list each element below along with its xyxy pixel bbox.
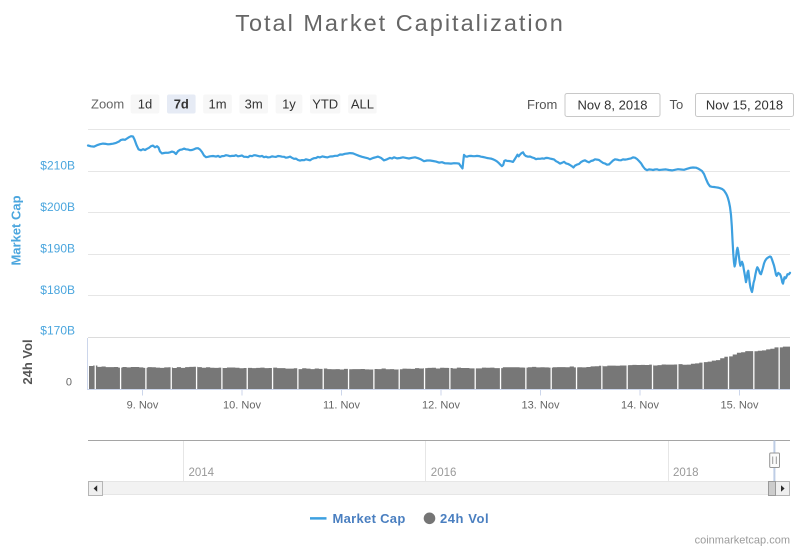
svg-text:1m: 1m: [208, 97, 226, 112]
svg-text:Total Market Capitalization: Total Market Capitalization: [235, 10, 565, 36]
svg-text:10. Nov: 10. Nov: [223, 400, 261, 412]
svg-text:ALL: ALL: [351, 97, 374, 112]
svg-text:3m: 3m: [245, 97, 263, 112]
svg-text:$190B: $190B: [40, 241, 75, 255]
svg-text:$170B: $170B: [40, 323, 75, 337]
svg-text:15. Nov: 15. Nov: [721, 400, 759, 412]
svg-text:2016: 2016: [431, 467, 457, 479]
svg-text:11. Nov: 11. Nov: [323, 400, 361, 412]
svg-text:0: 0: [66, 377, 72, 389]
svg-text:24h Vol: 24h Vol: [440, 511, 489, 526]
svg-text:YTD: YTD: [312, 97, 338, 112]
svg-text:Nov 15, 2018: Nov 15, 2018: [706, 98, 783, 113]
svg-text:coinmarketcap.com: coinmarketcap.com: [695, 535, 790, 547]
svg-text:$210B: $210B: [40, 159, 75, 173]
svg-text:7d: 7d: [174, 97, 189, 112]
svg-text:2014: 2014: [189, 467, 215, 479]
svg-text:$200B: $200B: [40, 200, 75, 214]
svg-text:24h Vol: 24h Vol: [20, 339, 35, 384]
svg-text:1y: 1y: [282, 97, 296, 112]
svg-text:$180B: $180B: [40, 283, 75, 297]
svg-text:13. Nov: 13. Nov: [522, 400, 560, 412]
svg-text:9. Nov: 9. Nov: [127, 400, 159, 412]
svg-text:From: From: [527, 97, 557, 112]
svg-text:2018: 2018: [673, 467, 699, 479]
svg-text:14. Nov: 14. Nov: [621, 400, 659, 412]
svg-text:Market Cap: Market Cap: [333, 511, 406, 526]
svg-text:1d: 1d: [138, 97, 152, 112]
svg-text:Market Cap: Market Cap: [9, 195, 24, 265]
svg-text:Zoom: Zoom: [91, 97, 124, 112]
svg-text:To: To: [670, 97, 684, 112]
svg-text:Nov 8, 2018: Nov 8, 2018: [577, 98, 647, 113]
svg-text:12. Nov: 12. Nov: [422, 400, 460, 412]
